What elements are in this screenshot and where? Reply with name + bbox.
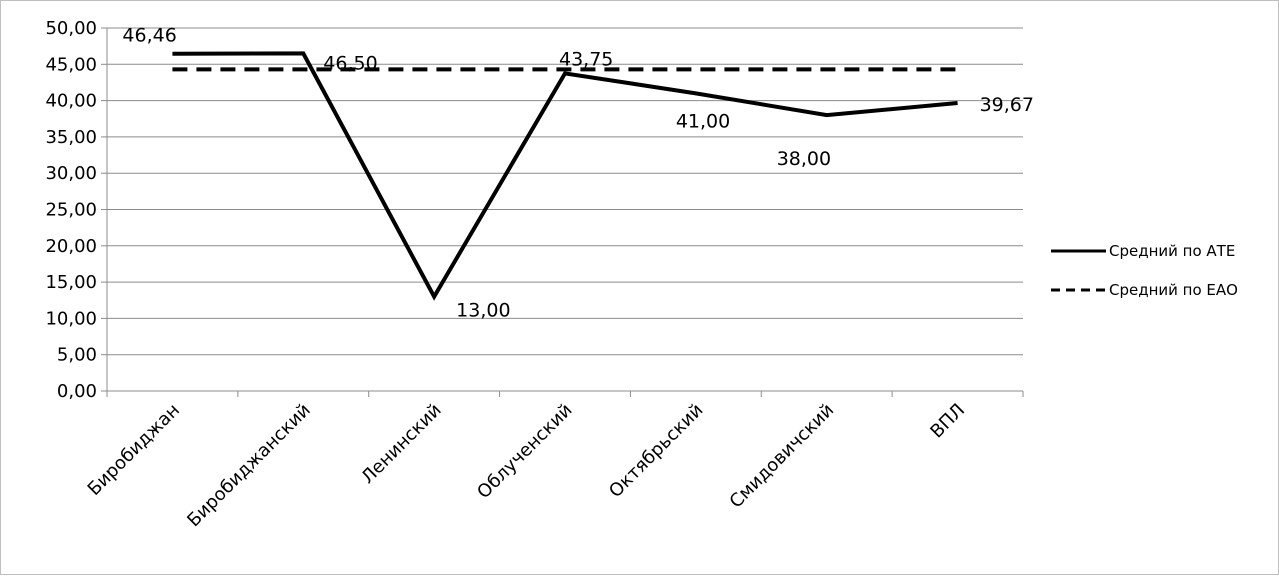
x-tick-label: Ленинский: [357, 400, 445, 488]
y-tick-label: 30,00: [45, 163, 97, 184]
gridlines: [107, 27, 1023, 356]
data-label: 46,46: [122, 25, 176, 47]
y-tick-label: 25,00: [45, 200, 97, 221]
data-label: 46,50: [323, 52, 377, 74]
data-label: 38,00: [777, 148, 831, 170]
y-tick-label: 5,00: [57, 345, 97, 366]
x-tick-label: Октябрьский: [605, 400, 707, 502]
y-tick-label: 0,00: [57, 381, 97, 402]
data-labels: 46,46 46,50 13,00 43,75 41,00 38,00 39,67: [122, 25, 1034, 322]
data-label: 43,75: [559, 48, 613, 70]
y-tick-label: 40,00: [45, 91, 97, 112]
legend-label: Средний по ЕАО: [1109, 281, 1238, 299]
x-tick-label: ВПЛ: [926, 400, 969, 443]
y-tick-label: 20,00: [45, 236, 97, 257]
x-tick-label: Смидовичский: [726, 400, 839, 513]
x-tick-labels: Биробиджан Биробиджанский Ленинский Облучен…: [84, 400, 969, 531]
series-lines: [172, 51, 958, 301]
y-tick-label: 50,00: [45, 18, 97, 39]
y-tick-label: 45,00: [45, 54, 97, 75]
axes: [101, 27, 1024, 397]
x-tick-label: Биробиджанский: [183, 400, 314, 531]
y-tick-label: 35,00: [45, 127, 97, 148]
legend: Средний по АТЕ Средний по ЕАО: [1051, 242, 1238, 299]
y-tick-label: 15,00: [45, 272, 97, 293]
y-tick-labels: 0,00 5,00 10,00 15,00 20,00 25,00 30,00 35,00 40…: [45, 18, 97, 402]
data-label: 41,00: [676, 110, 730, 132]
x-tick-label: Биробиджан: [84, 400, 184, 500]
legend-label: Средний по АТЕ: [1109, 242, 1235, 260]
series-line: [172, 51, 958, 301]
data-label: 13,00: [456, 300, 510, 322]
y-tick-label: 10,00: [45, 308, 97, 329]
x-tick-label: Облученский: [473, 400, 576, 503]
data-label: 39,67: [980, 94, 1034, 116]
